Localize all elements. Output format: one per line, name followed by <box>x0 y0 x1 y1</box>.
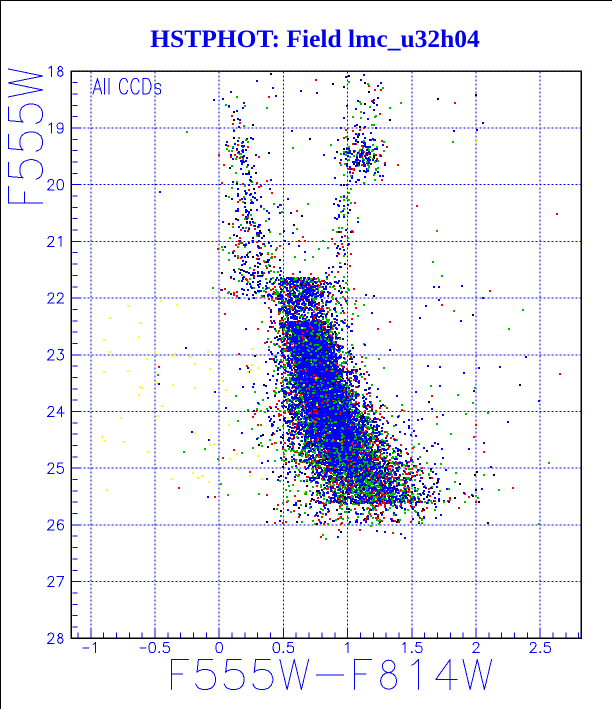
svg-text:HSTPHOT: Field lmc_u32h04: HSTPHOT: Field lmc_u32h04 <box>150 24 480 53</box>
